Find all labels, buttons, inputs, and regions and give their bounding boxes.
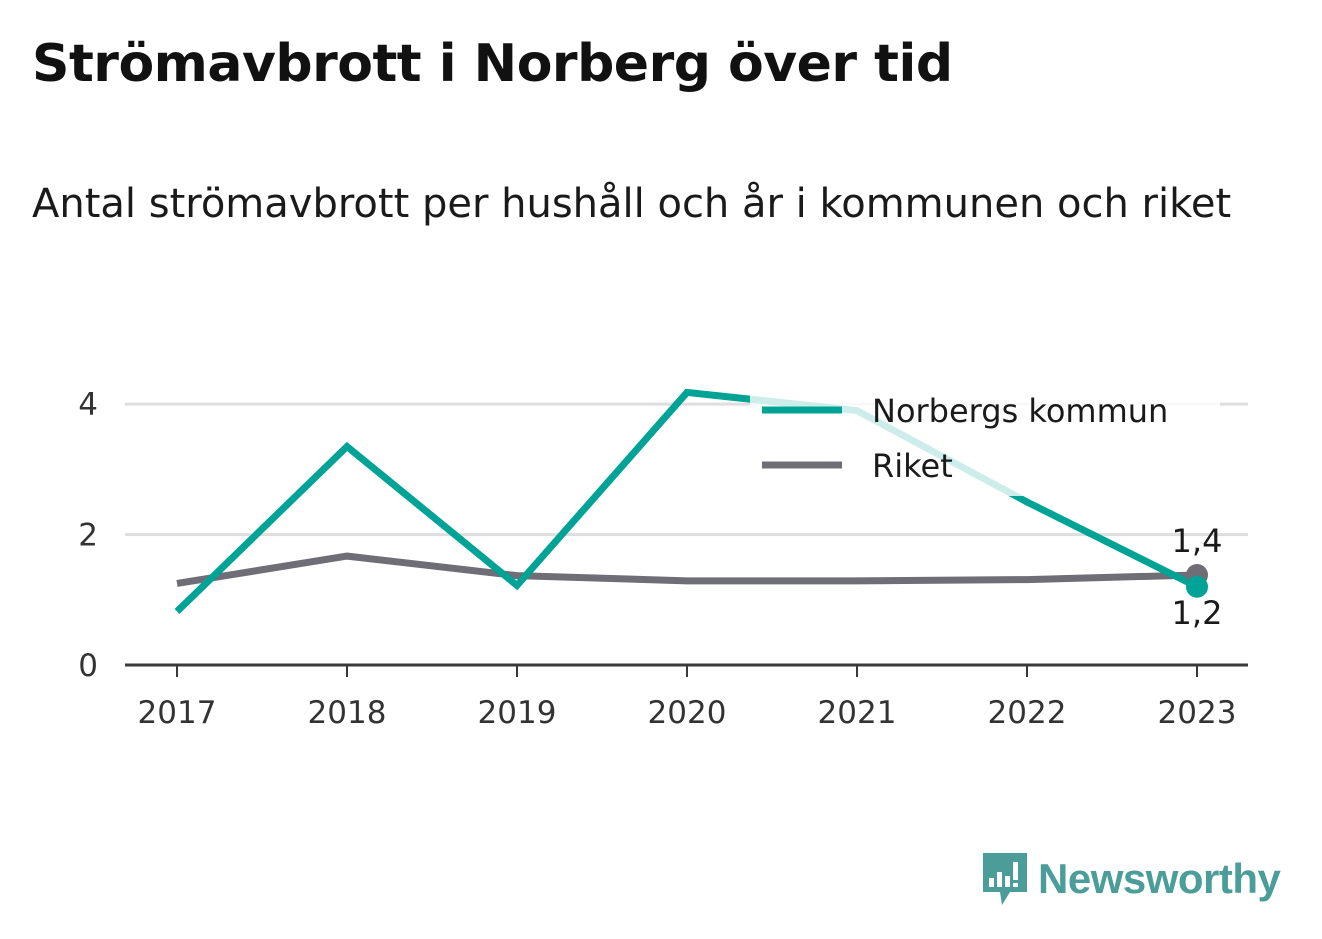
end-marker-norberg xyxy=(1186,575,1208,598)
series-line-norberg xyxy=(174,388,1199,615)
x-tick-label: 2023 xyxy=(1158,695,1237,731)
y-tick-label: 4 xyxy=(78,387,98,423)
y-tick-label: 0 xyxy=(78,648,98,684)
legend-label: Riket xyxy=(872,447,953,485)
x-axis: 2017 2018 2019 2020 2021 2022 2023 xyxy=(125,663,1248,731)
end-markers xyxy=(1186,564,1208,598)
chart-title: Strömavbrott i Norberg över tid xyxy=(32,34,953,94)
end-labels: 1,4 1,2 xyxy=(1172,522,1223,632)
x-tick-label: 2021 xyxy=(818,695,897,731)
legend-background xyxy=(750,384,1220,496)
series-lines xyxy=(174,388,1199,615)
newsworthy-logo-icon xyxy=(983,853,1027,905)
brand-logo: Newsworthy xyxy=(980,850,1281,908)
legend: Norbergs kommun Riket xyxy=(750,384,1220,496)
series-line-riket xyxy=(176,552,1198,587)
x-tick-label: 2022 xyxy=(988,695,1067,731)
x-tick-label: 2019 xyxy=(478,695,557,731)
x-tick-label: 2017 xyxy=(138,695,217,731)
x-tick-label: 2018 xyxy=(308,695,387,731)
y-axis-ticks: 0 2 4 xyxy=(78,387,98,684)
end-label-norberg: 1,2 xyxy=(1172,594,1223,632)
x-tick-label: 2020 xyxy=(648,695,727,731)
end-label-riket: 1,4 xyxy=(1172,522,1223,560)
brand-name: Newsworthy xyxy=(1038,855,1281,902)
y-tick-label: 2 xyxy=(78,518,98,554)
legend-label: Norbergs kommun xyxy=(872,392,1168,430)
chart-subtitle: Antal strömavbrott per hushåll och år i … xyxy=(32,181,1232,227)
